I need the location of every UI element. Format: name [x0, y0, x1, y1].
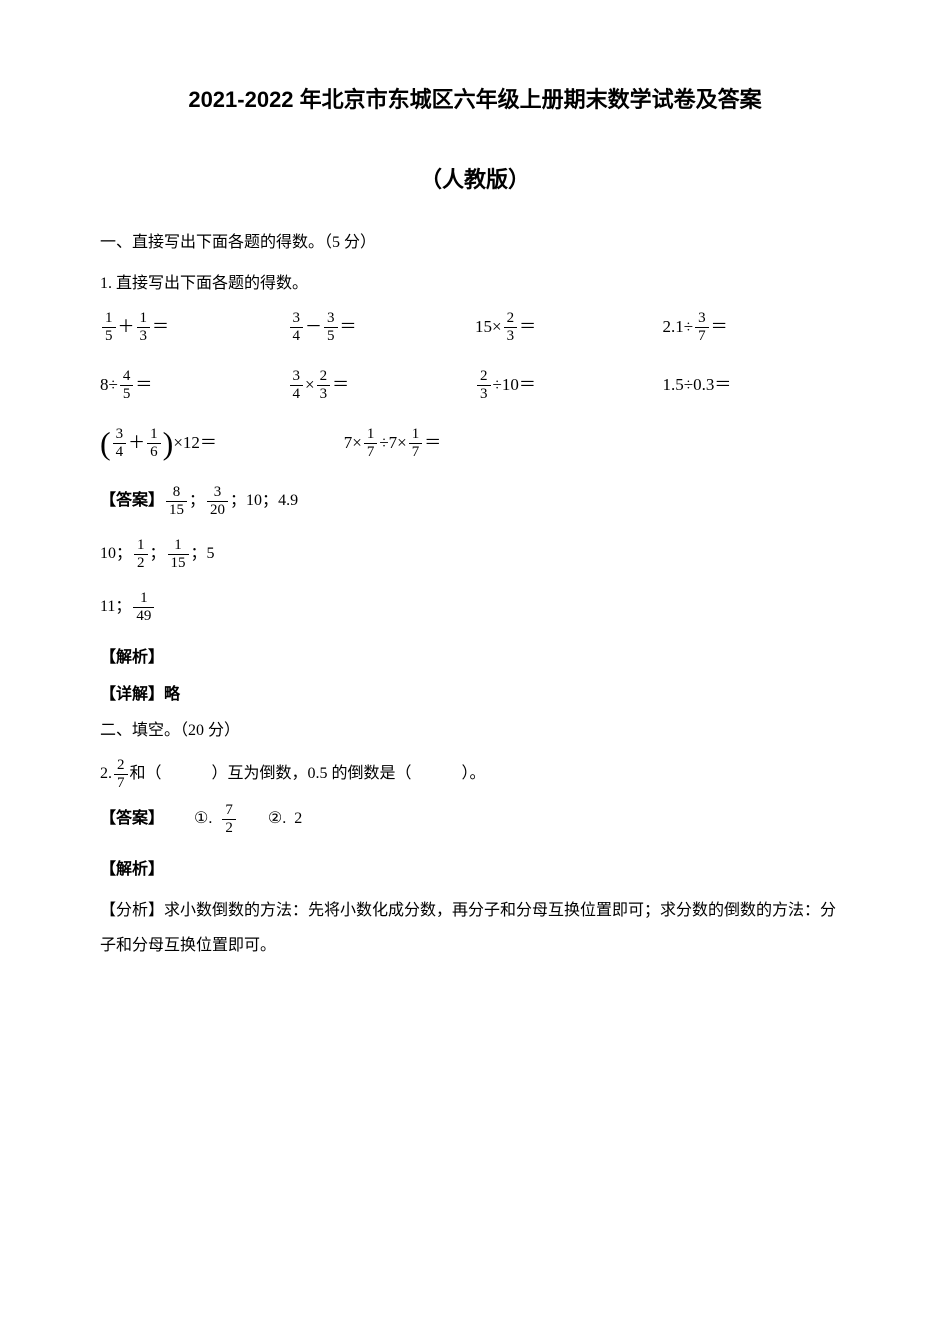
equation-row-2: 8÷ 45 ＝ 34 × 23 ＝ 23 ÷10＝ 1.5÷0.3＝ — [100, 369, 850, 402]
circled-1: ①. — [194, 805, 212, 834]
circled-2: ②. — [268, 805, 286, 834]
answer-line-2: 10 ； 12 ； 115 ； 5 — [100, 538, 850, 571]
answer-line-1: 【答案】 815 ； 320 ； 10 ； 4.9 — [100, 485, 850, 518]
analysis-text-2: 【分析】求小数倒数的方法：先将小数化成分数，再分子和分母互换位置即可；求分数的倒… — [100, 893, 850, 963]
equation-row-1: 15 ＋ 13 ＝ 34 － 35 ＝ 15× 23 ＝ 2.1÷ 37 ＝ — [100, 311, 850, 344]
answer-2: 【答案】 ①. 72 ②. 2 — [100, 803, 850, 836]
equation-1-1: 15 ＋ 13 ＝ — [100, 311, 288, 344]
question-1: 1. 直接写出下面各题的得数。 — [100, 270, 850, 299]
page-subtitle: （人教版） — [100, 160, 850, 200]
detail-1: 【详解】略 — [100, 681, 850, 710]
equation-3-1: ( 34 ＋ 16 ) ×12＝ — [100, 427, 344, 460]
section-2-header: 二、填空。（20 分） — [100, 717, 850, 746]
equation-3-2: 7× 17 ÷7× 17 ＝ — [344, 427, 850, 460]
section-1-header: 一、直接写出下面各题的得数。（5 分） — [100, 229, 850, 258]
equation-1-3: 15× 23 ＝ — [475, 311, 663, 344]
left-paren-icon: ( — [100, 427, 111, 459]
equation-row-3: ( 34 ＋ 16 ) ×12＝ 7× 17 ÷7× 17 ＝ — [100, 427, 850, 460]
analysis-label-1: 【解析】 — [100, 644, 850, 673]
question-2: 2. 27 和（ ）互为倒数，0.5 的倒数是（ ）。 — [100, 758, 850, 791]
equation-2-3: 23 ÷10＝ — [475, 369, 663, 402]
equation-2-1: 8÷ 45 ＝ — [100, 369, 288, 402]
equation-1-4: 2.1÷ 37 ＝ — [663, 311, 851, 344]
equation-2-4: 1.5÷0.3＝ — [663, 370, 851, 401]
page-title: 2021-2022 年北京市东城区六年级上册期末数学试卷及答案 — [100, 80, 850, 120]
answer-label: 【答案】 — [100, 487, 164, 516]
analysis-label-2: 【解析】 — [100, 856, 850, 885]
answer-line-3: 11 ； 149 — [100, 591, 850, 624]
right-paren-icon: ) — [163, 427, 174, 459]
equation-2-2: 34 × 23 ＝ — [288, 369, 476, 402]
equation-1-2: 34 － 35 ＝ — [288, 311, 476, 344]
